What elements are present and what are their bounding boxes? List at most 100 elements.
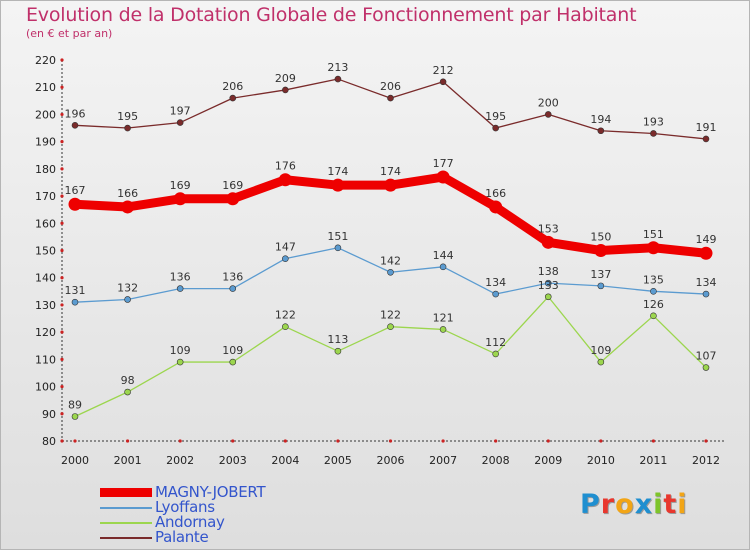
data-label-palante: 206 [380,80,401,93]
data-point-palante [702,135,710,143]
data-point-lyoffans [176,285,184,292]
data-label-palante: 193 [643,115,664,128]
data-point-magny-jobert [541,235,555,249]
data-label-lyoffans: 134 [485,276,506,289]
data-label-palante: 206 [222,80,243,93]
y-tick-mark [60,85,64,89]
y-tick-mark [60,194,64,198]
y-tick-label: 190 [35,136,56,149]
data-label-lyoffans: 142 [380,254,401,267]
data-point-magny-jobert [121,200,135,214]
data-point-palante [544,111,552,118]
x-tick-mark [178,439,182,443]
data-point-andornay [702,364,710,371]
y-tick-label: 130 [35,299,56,312]
y-tick-label: 200 [35,108,56,121]
data-label-andornay: 89 [68,399,82,412]
data-point-magny-jobert [489,200,503,214]
data-label-magny-jobert: 150 [590,231,611,244]
data-label-palante: 195 [485,110,506,123]
data-point-lyoffans [334,244,342,252]
data-label-palante: 209 [275,72,296,85]
data-point-lyoffans [702,290,710,298]
data-label-magny-jobert: 169 [170,179,191,192]
data-label-palante: 213 [327,61,348,74]
data-label-magny-jobert: 176 [275,160,296,173]
data-label-palante: 212 [433,64,454,77]
y-tick-label: 80 [42,435,56,448]
logo-letter: P [580,489,601,520]
legend-item-palante: Palante [100,528,209,546]
data-label-andornay: 112 [485,336,506,349]
legend-swatch [100,521,152,524]
data-label-andornay: 109 [222,344,243,357]
y-tick-mark [60,384,64,389]
x-tick-mark [73,439,77,443]
y-tick-label: 180 [35,163,56,176]
data-point-andornay [124,388,131,396]
data-label-magny-jobert: 174 [327,165,348,178]
data-label-magny-jobert: 174 [380,165,401,178]
data-label-lyoffans: 151 [327,230,348,243]
x-tick-mark [283,439,287,443]
x-tick-label: 2002 [166,454,194,467]
data-label-lyoffans: 132 [117,281,138,294]
data-point-lyoffans [282,255,289,262]
legend-label: MAGNY-JOBERT [155,483,266,501]
data-point-lyoffans [597,282,605,290]
chart-subtitle: (en € et par an) [26,27,113,40]
y-tick-mark [60,140,64,144]
proxiti-logo: Proxiti [580,489,688,520]
y-tick-mark [60,58,64,62]
legend-label: Palante [155,528,209,546]
data-point-magny-jobert [699,246,713,260]
y-tick-mark [60,330,64,334]
data-label-andornay: 113 [327,333,348,346]
x-tick-label: 2012 [692,454,720,467]
x-tick-mark [651,439,656,443]
data-point-palante [124,124,131,132]
data-point-palante [71,122,79,129]
data-point-magny-jobert [594,244,608,257]
data-label-andornay: 133 [538,279,559,292]
data-point-andornay [650,312,657,320]
x-tick-label: 2007 [429,454,457,467]
data-point-lyoffans [387,268,394,276]
y-tick-label: 220 [35,54,56,67]
data-point-magny-jobert [436,170,450,184]
data-point-andornay [492,350,499,358]
y-tick-label: 120 [35,326,56,339]
legend-item-andornay: Andornay [100,515,225,530]
logo-letter: x [634,489,654,520]
y-tick-label: 160 [35,217,56,230]
chart-title: Evolution de la Dotation Globale de Fonc… [26,4,637,26]
data-label-lyoffans: 136 [170,271,191,284]
y-tick-label: 90 [42,408,56,421]
y-tick-label: 210 [35,81,56,94]
data-label-palante: 200 [538,96,559,109]
x-tick-mark [125,439,130,443]
x-tick-label: 2000 [61,454,89,467]
data-point-magny-jobert [68,197,82,211]
data-point-andornay [282,323,289,331]
data-label-magny-jobert: 167 [65,184,86,197]
data-point-palante [176,119,184,126]
y-tick-mark [60,276,64,280]
x-tick-mark [599,439,603,443]
logo-letter: o [615,489,635,520]
data-point-magny-jobert [331,178,345,192]
data-point-lyoffans [229,285,237,292]
data-point-palante [597,127,605,135]
x-tick-mark [494,439,498,443]
data-point-magny-jobert [278,173,292,187]
logo-letter: i [653,489,664,520]
data-point-palante [492,124,499,132]
x-tick-mark [704,439,708,443]
data-label-magny-jobert: 153 [538,222,559,235]
data-point-lyoffans [124,296,131,303]
y-tick-label: 150 [35,245,56,258]
data-label-lyoffans: 147 [275,241,296,254]
data-label-palante: 194 [590,113,611,126]
x-tick-label: 2001 [114,454,142,467]
